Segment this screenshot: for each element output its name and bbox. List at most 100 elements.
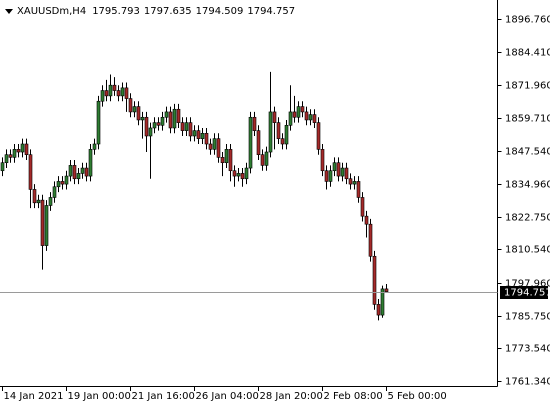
y-tick-label: 1785.750 [505, 312, 550, 323]
candle-body [204, 133, 209, 145]
price-label-box [500, 286, 548, 299]
candle-body [232, 170, 237, 177]
y-tick-label: 1871.960 [505, 81, 550, 92]
candle-body [80, 167, 85, 174]
candle-body [312, 114, 317, 123]
candle-body [8, 154, 13, 158]
candle-body [44, 205, 49, 246]
candle-body [336, 162, 341, 177]
x-tick-label: 21 Jan 16:00 [132, 391, 195, 402]
candle-body [244, 167, 249, 180]
y-tick-label: 1847.540 [505, 147, 550, 158]
candle-body [68, 165, 73, 177]
candle-body [96, 100, 101, 145]
y-tick-label: 1761.340 [505, 377, 550, 388]
candle-body [252, 116, 257, 131]
candle-body [372, 255, 377, 305]
candle-body [236, 173, 241, 177]
candle-body [380, 288, 385, 316]
candle-body [200, 133, 205, 139]
candle-body [176, 108, 181, 123]
candle-body [12, 149, 17, 158]
candle-body [248, 116, 253, 169]
candle-body [0, 162, 5, 172]
candle-body [140, 116, 145, 121]
candle-body [84, 167, 89, 177]
y-tick-label: 1896.760 [505, 15, 550, 26]
candle-body [100, 90, 105, 102]
candle-body [356, 181, 361, 198]
candle-body [368, 223, 373, 257]
candle-body [160, 116, 165, 126]
candle-body [156, 122, 161, 126]
candle-body [172, 108, 177, 129]
candle-body [104, 90, 109, 97]
candle-body [144, 116, 149, 137]
candle-body [92, 143, 97, 150]
candle-body [64, 175, 69, 185]
y-tick-label: 1810.540 [505, 245, 550, 256]
candle-body [60, 181, 65, 185]
candle-body [240, 173, 245, 180]
candle-body [304, 111, 309, 121]
candle-body [192, 130, 197, 137]
candle-body [28, 154, 33, 190]
candle-body [328, 170, 333, 182]
candle-body [348, 178, 353, 185]
candle-body [128, 98, 133, 113]
candle-body [196, 130, 201, 139]
candle-body [164, 111, 169, 118]
y-tick-label: 1797.960 [505, 279, 550, 290]
x-tick-label: 2 Feb 08:00 [324, 391, 383, 402]
candle-body [76, 173, 81, 180]
candle-body [48, 197, 53, 206]
candle-body [184, 122, 189, 131]
x-tick-label: 14 Jan 2021 [4, 391, 64, 402]
candle-body [168, 111, 173, 129]
candle-body [216, 138, 221, 158]
x-tick-label: 26 Jan 04:00 [196, 391, 259, 402]
candle-body [112, 84, 117, 91]
candle-body [256, 130, 261, 155]
candle-body [364, 215, 369, 225]
candle-body [272, 111, 277, 123]
candle-body [16, 149, 21, 153]
symbol: XAUUSDm,H4 [17, 6, 86, 17]
candle-body [188, 122, 193, 137]
candle-body [52, 186, 57, 198]
candle-body [316, 122, 321, 150]
candle-body [384, 288, 389, 292]
x-tick-label: 19 Jan 00:00 [68, 391, 131, 402]
candle-body [276, 122, 281, 139]
y-tick-label: 1859.710 [505, 114, 550, 125]
price-label: 1794.757 [504, 288, 550, 299]
candle-body [148, 127, 153, 137]
candle-body [32, 189, 37, 204]
candle-body [296, 106, 301, 118]
candle-body [116, 90, 121, 97]
candle-body [224, 149, 229, 164]
open-value: 1795.793 [92, 6, 140, 17]
candle-body [340, 167, 345, 177]
candle-body [300, 106, 305, 113]
candle-body [260, 154, 265, 166]
candle-body [4, 154, 9, 164]
candle-body [72, 165, 77, 180]
close-value: 1794.757 [247, 6, 295, 17]
candle-body [344, 167, 349, 180]
candle-body [24, 143, 29, 155]
candle-body [280, 138, 285, 145]
candle-body [308, 114, 313, 121]
candle-body [108, 84, 113, 97]
candle-body [376, 304, 381, 316]
candle-body [264, 151, 269, 166]
candle-body [324, 170, 329, 182]
candle-body [352, 181, 357, 185]
chart-header: XAUUSDm,H4 1795.793 1797.635 1794.509 1794.7… [17, 6, 295, 17]
candle-body [132, 106, 137, 113]
candle-body [228, 149, 233, 172]
candle-body [292, 111, 297, 118]
candle-body [124, 87, 129, 99]
y-tick-label: 1834.960 [505, 180, 550, 191]
